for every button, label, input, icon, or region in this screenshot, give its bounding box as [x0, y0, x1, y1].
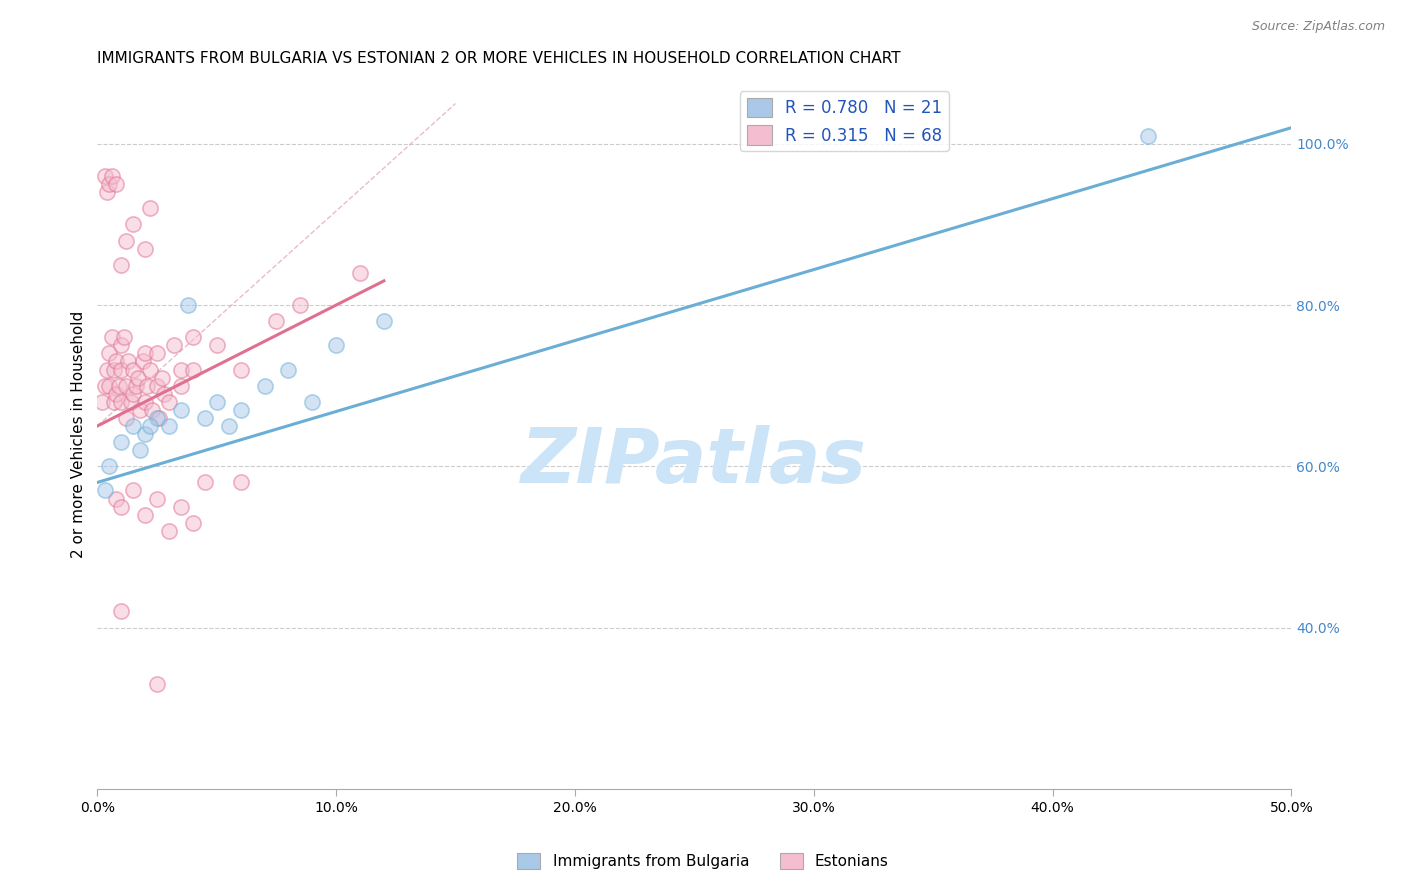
Point [112, 330, 135, 344]
Point [110, 258, 132, 272]
Point [110, 394, 132, 409]
Point [253, 378, 276, 392]
Point [98, 346, 121, 360]
Point [115, 378, 138, 392]
Text: Source: ZipAtlas.com: Source: ZipAtlas.com [1251, 20, 1385, 33]
Legend: Immigrants from Bulgaria, Estonians: Immigrants from Bulgaria, Estonians [512, 847, 894, 875]
Point [105, 177, 128, 191]
Point [93, 483, 115, 498]
Point [194, 411, 217, 425]
Point [105, 354, 128, 368]
Y-axis label: 2 or more Vehicles in Household: 2 or more Vehicles in Household [72, 310, 86, 558]
Point [122, 218, 145, 232]
Point [229, 362, 252, 376]
Point [170, 500, 193, 514]
Point [266, 314, 288, 328]
Point [105, 491, 128, 506]
Point [170, 402, 193, 417]
Point [181, 362, 204, 376]
Point [105, 386, 128, 401]
Point [134, 394, 156, 409]
Point [290, 298, 312, 312]
Point [194, 475, 217, 490]
Point [108, 378, 131, 392]
Point [325, 338, 347, 352]
Point [134, 242, 156, 256]
Point [146, 677, 169, 691]
Point [98, 459, 121, 474]
Point [146, 378, 169, 392]
Point [96, 362, 118, 376]
Point [115, 411, 138, 425]
Point [229, 475, 252, 490]
Point [117, 354, 139, 368]
Point [139, 419, 162, 434]
Point [146, 346, 169, 360]
Point [93, 378, 115, 392]
Point [122, 483, 145, 498]
Point [157, 394, 180, 409]
Point [136, 378, 159, 392]
Point [170, 378, 193, 392]
Point [181, 516, 204, 530]
Point [129, 443, 152, 458]
Point [134, 346, 156, 360]
Point [150, 370, 173, 384]
Point [139, 202, 162, 216]
Point [177, 298, 200, 312]
Point [301, 394, 323, 409]
Point [127, 370, 149, 384]
Point [93, 169, 115, 183]
Point [218, 419, 240, 434]
Point [349, 266, 371, 280]
Point [91, 394, 114, 409]
Point [134, 508, 156, 522]
Point [146, 411, 169, 425]
Point [157, 524, 180, 538]
Point [373, 314, 395, 328]
Point [115, 234, 138, 248]
Point [98, 177, 121, 191]
Point [110, 435, 132, 450]
Point [96, 185, 118, 199]
Point [110, 338, 132, 352]
Point [139, 362, 162, 376]
Point [134, 427, 156, 442]
Point [124, 378, 146, 392]
Point [153, 386, 176, 401]
Text: ZIPatlas: ZIPatlas [522, 425, 868, 500]
Point [181, 330, 204, 344]
Point [157, 419, 180, 434]
Point [205, 338, 228, 352]
Point [103, 394, 125, 409]
Point [122, 386, 145, 401]
Point [122, 362, 145, 376]
Point [110, 362, 132, 376]
Text: IMMIGRANTS FROM BULGARIA VS ESTONIAN 2 OR MORE VEHICLES IN HOUSEHOLD CORRELATION: IMMIGRANTS FROM BULGARIA VS ESTONIAN 2 O… [97, 51, 901, 66]
Point [277, 362, 299, 376]
Point [148, 411, 170, 425]
Point [146, 491, 169, 506]
Point [129, 402, 152, 417]
Point [103, 362, 125, 376]
Point [120, 394, 142, 409]
Point [100, 330, 122, 344]
Point [141, 402, 163, 417]
Point [98, 378, 121, 392]
Point [205, 394, 228, 409]
Legend: R = 0.780   N = 21, R = 0.315   N = 68: R = 0.780 N = 21, R = 0.315 N = 68 [740, 91, 949, 152]
Point [1137, 128, 1160, 143]
Point [100, 169, 122, 183]
Point [110, 500, 132, 514]
Point [170, 362, 193, 376]
Point [110, 604, 132, 618]
Point [132, 354, 155, 368]
Point [229, 402, 252, 417]
Point [122, 419, 145, 434]
Point [163, 338, 186, 352]
